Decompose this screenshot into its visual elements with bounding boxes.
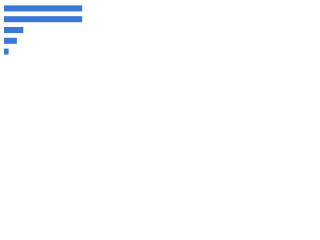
- bar: [4, 16, 83, 23]
- chart: [4, 5, 83, 55]
- bar: [4, 48, 9, 55]
- bar: [4, 26, 24, 34]
- bar: [4, 5, 83, 12]
- bar: [4, 37, 17, 44]
- page: {"chart_data": {"type": "bar", "orientat…: [0, 0, 100, 71]
